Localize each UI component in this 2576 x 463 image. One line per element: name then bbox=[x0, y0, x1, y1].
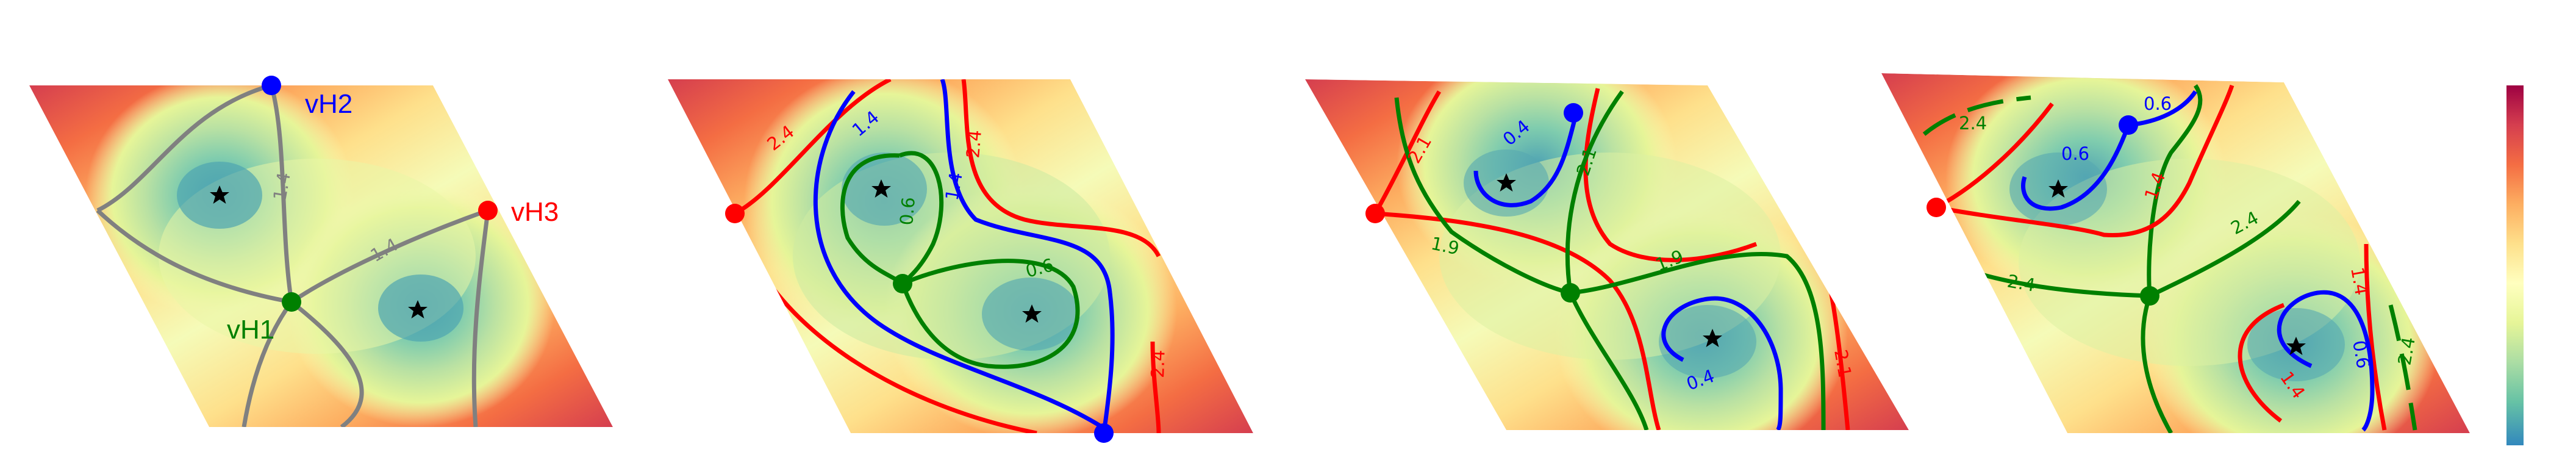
panel-1-point-vH3 bbox=[478, 201, 498, 220]
panel-3-contour-label-7: 2.1 bbox=[1830, 348, 1855, 379]
panel-2-contour-label-3: 2.4 bbox=[962, 129, 986, 159]
panel-4-point-green bbox=[2140, 286, 2159, 306]
panel-1: 1.4 1.4 vH2 vH3 vH1 bbox=[29, 76, 613, 427]
panel-1-point-vH1 bbox=[282, 292, 301, 312]
panel-3-point-blue bbox=[1564, 103, 1583, 123]
panel-1-contours bbox=[96, 85, 490, 427]
panel-2-contour-label-7: 2.4 bbox=[1147, 350, 1169, 378]
panel-3: 2.1 0.4 2.1 1.9 1.9 0.4 2.1 bbox=[1305, 79, 1909, 430]
panel-4: 2.4 0.6 0.6 1.4 2.4 2.4 1.4 0.6 1.4 2.4 bbox=[1881, 73, 2470, 433]
panel-4-contour-label-8: 0.6 bbox=[2349, 339, 2374, 370]
panel-1-label-vH3: vH3 bbox=[511, 197, 559, 227]
panel-2-point-green bbox=[893, 274, 912, 293]
panel-1-point-vH2 bbox=[262, 76, 281, 95]
panel-2-contour-label-4: 0.6 bbox=[896, 196, 919, 226]
panel-2: 2.4 1.4 2.4 0.6 1.4 0.6 2.4 bbox=[668, 79, 1253, 443]
panel-2-contour-label-5: 1.4 bbox=[941, 171, 966, 202]
colorbar bbox=[2506, 85, 2524, 445]
panel-4-contour-label-1: 2.4 bbox=[1959, 113, 1987, 134]
panel-4-point-red bbox=[1927, 198, 1946, 217]
panel-4-contour-label-6: 2.4 bbox=[2006, 270, 2037, 295]
panel-1-label-vH2: vH2 bbox=[305, 89, 352, 119]
panel-3-point-red bbox=[1365, 204, 1385, 223]
panel-2-point-red bbox=[725, 204, 745, 223]
panel-4-contour-label-2: 0.6 bbox=[2061, 143, 2089, 164]
colorbar-scale bbox=[2506, 85, 2524, 445]
panel-4-point-blue bbox=[2119, 115, 2138, 135]
panel-4-contour-label-10: 2.4 bbox=[2394, 336, 2419, 367]
panel-4-contour-label-3: 0.6 bbox=[2144, 93, 2172, 114]
panel-1-contour-label-1: 1.4 bbox=[269, 171, 294, 202]
panel-3-point-green bbox=[1561, 283, 1580, 303]
panel-2-point-blue bbox=[1094, 423, 1114, 443]
panel-4-contour-label-7: 1.4 bbox=[2347, 265, 2372, 296]
panel-1-label-vH1: vH1 bbox=[227, 315, 274, 345]
